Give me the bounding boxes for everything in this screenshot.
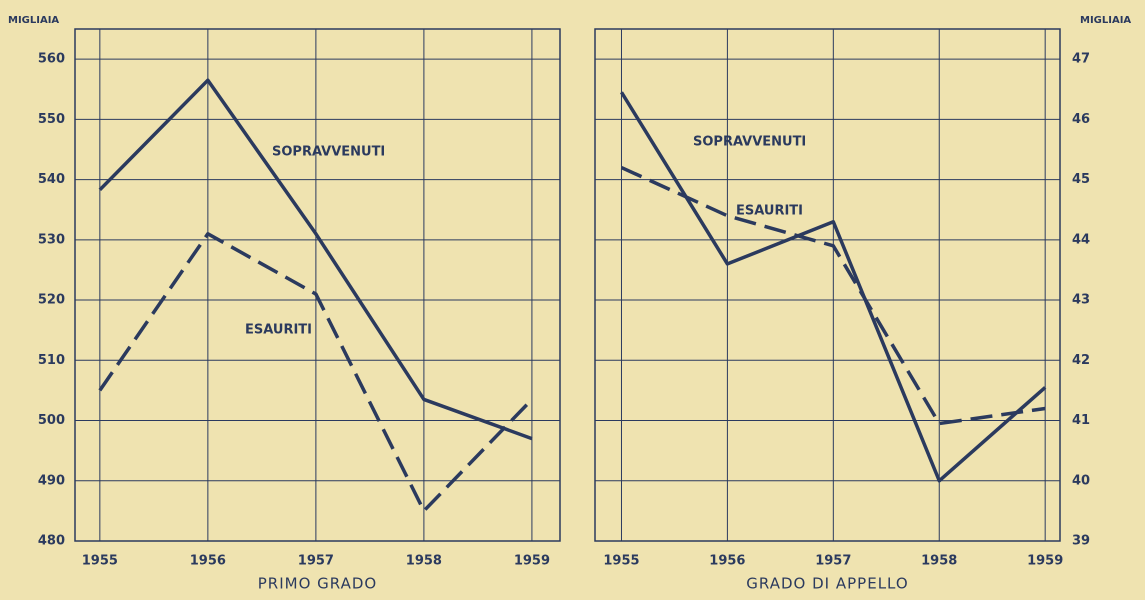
y-axis-label: MIGLIAIA bbox=[1080, 15, 1131, 26]
y-tick-label: 510 bbox=[38, 353, 65, 368]
y-tick-label: 530 bbox=[38, 232, 65, 247]
x-axis-title: PRIMO GRADO bbox=[258, 575, 377, 593]
x-tick-label: 1958 bbox=[406, 554, 442, 569]
x-tick-label: 1956 bbox=[709, 554, 745, 569]
y-tick-label: 550 bbox=[38, 112, 65, 127]
y-tick-label: 42 bbox=[1072, 353, 1090, 368]
y-tick-label: 46 bbox=[1072, 112, 1090, 127]
series-label: SOPRAVVENUTI bbox=[693, 135, 806, 150]
y-axis-label: MIGLIAIA bbox=[8, 15, 59, 26]
series-label: ESAURITI bbox=[245, 323, 312, 338]
plot-frame bbox=[594, 28, 1061, 542]
y-tick-label: 540 bbox=[38, 172, 65, 187]
x-tick-label: 1955 bbox=[603, 554, 639, 569]
y-tick-label: 45 bbox=[1072, 172, 1090, 187]
y-tick-label: 500 bbox=[38, 413, 65, 428]
y-tick-label: 40 bbox=[1072, 473, 1090, 488]
plot-frame bbox=[74, 28, 561, 542]
x-tick-label: 1959 bbox=[1027, 554, 1063, 569]
y-tick-label: 480 bbox=[38, 534, 65, 549]
series-line bbox=[619, 91, 1047, 483]
x-tick-label: 1956 bbox=[190, 554, 226, 569]
y-tick-label: 39 bbox=[1072, 534, 1090, 549]
y-tick-label: 490 bbox=[38, 473, 65, 488]
series-line bbox=[98, 78, 533, 441]
series-line bbox=[98, 232, 534, 513]
x-tick-label: 1955 bbox=[82, 554, 118, 569]
series-label: ESAURITI bbox=[736, 204, 803, 219]
x-tick-label: 1957 bbox=[298, 554, 334, 569]
series-line bbox=[620, 165, 1046, 426]
y-tick-label: 43 bbox=[1072, 293, 1090, 308]
series-label: SOPRAVVENUTI bbox=[272, 145, 385, 160]
x-tick-label: 1957 bbox=[815, 554, 851, 569]
x-axis-title: GRADO DI APPELLO bbox=[746, 575, 908, 593]
x-tick-label: 1958 bbox=[921, 554, 957, 569]
y-tick-label: 44 bbox=[1072, 232, 1090, 247]
y-tick-label: 520 bbox=[38, 293, 65, 308]
y-tick-label: 560 bbox=[38, 52, 65, 67]
x-tick-label: 1959 bbox=[514, 554, 550, 569]
y-tick-label: 47 bbox=[1072, 52, 1090, 67]
y-tick-label: 41 bbox=[1072, 413, 1090, 428]
